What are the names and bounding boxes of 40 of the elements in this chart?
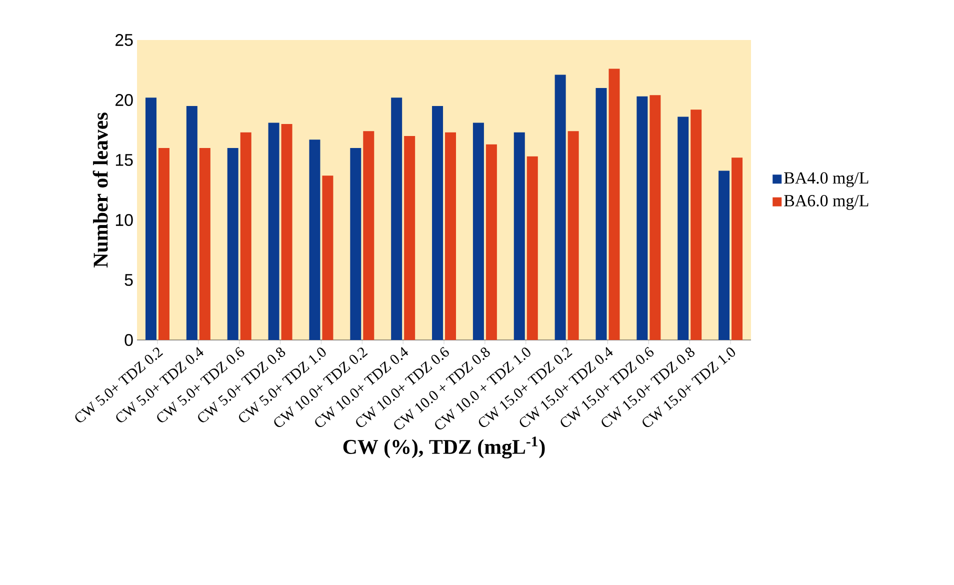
bar	[186, 106, 198, 340]
bar	[281, 124, 292, 340]
bar	[486, 144, 497, 340]
bar	[526, 156, 538, 340]
y-tick-label: 10	[116, 214, 133, 226]
y-axis-title: Number of leaves	[92, 112, 108, 268]
y-tick-label: 15	[116, 154, 133, 166]
bar	[363, 131, 374, 340]
bar	[145, 98, 156, 340]
bar	[268, 122, 280, 340]
x-axis-title: CW (%), TDZ (mgL$^{-1}$)	[343, 436, 545, 458]
bar	[227, 148, 238, 340]
y-tick-label: 25	[116, 34, 133, 46]
bar	[158, 148, 170, 340]
bar	[636, 96, 648, 340]
y-tick-label: 20	[116, 94, 133, 106]
bar	[554, 74, 566, 340]
y-tick-label: 0	[124, 334, 133, 346]
bar	[732, 158, 743, 340]
bar	[568, 131, 579, 340]
bar	[514, 132, 525, 340]
bar	[472, 122, 484, 340]
bar	[718, 170, 730, 340]
bar	[678, 116, 689, 340]
bar	[690, 110, 702, 340]
bar	[322, 176, 334, 340]
y-tick-label: 5	[124, 274, 133, 286]
bar	[199, 148, 210, 340]
bar	[404, 136, 416, 340]
legend-label: BA4.0 mg/L	[784, 172, 868, 188]
bar	[432, 106, 444, 340]
bar	[240, 132, 252, 340]
bar	[650, 95, 661, 340]
bar	[391, 98, 402, 340]
bar	[608, 68, 620, 340]
legend-label: BA6.0 mg/L	[784, 194, 868, 210]
bar	[309, 140, 320, 340]
bar	[596, 88, 607, 340]
bar	[445, 132, 456, 340]
bar	[350, 148, 362, 340]
